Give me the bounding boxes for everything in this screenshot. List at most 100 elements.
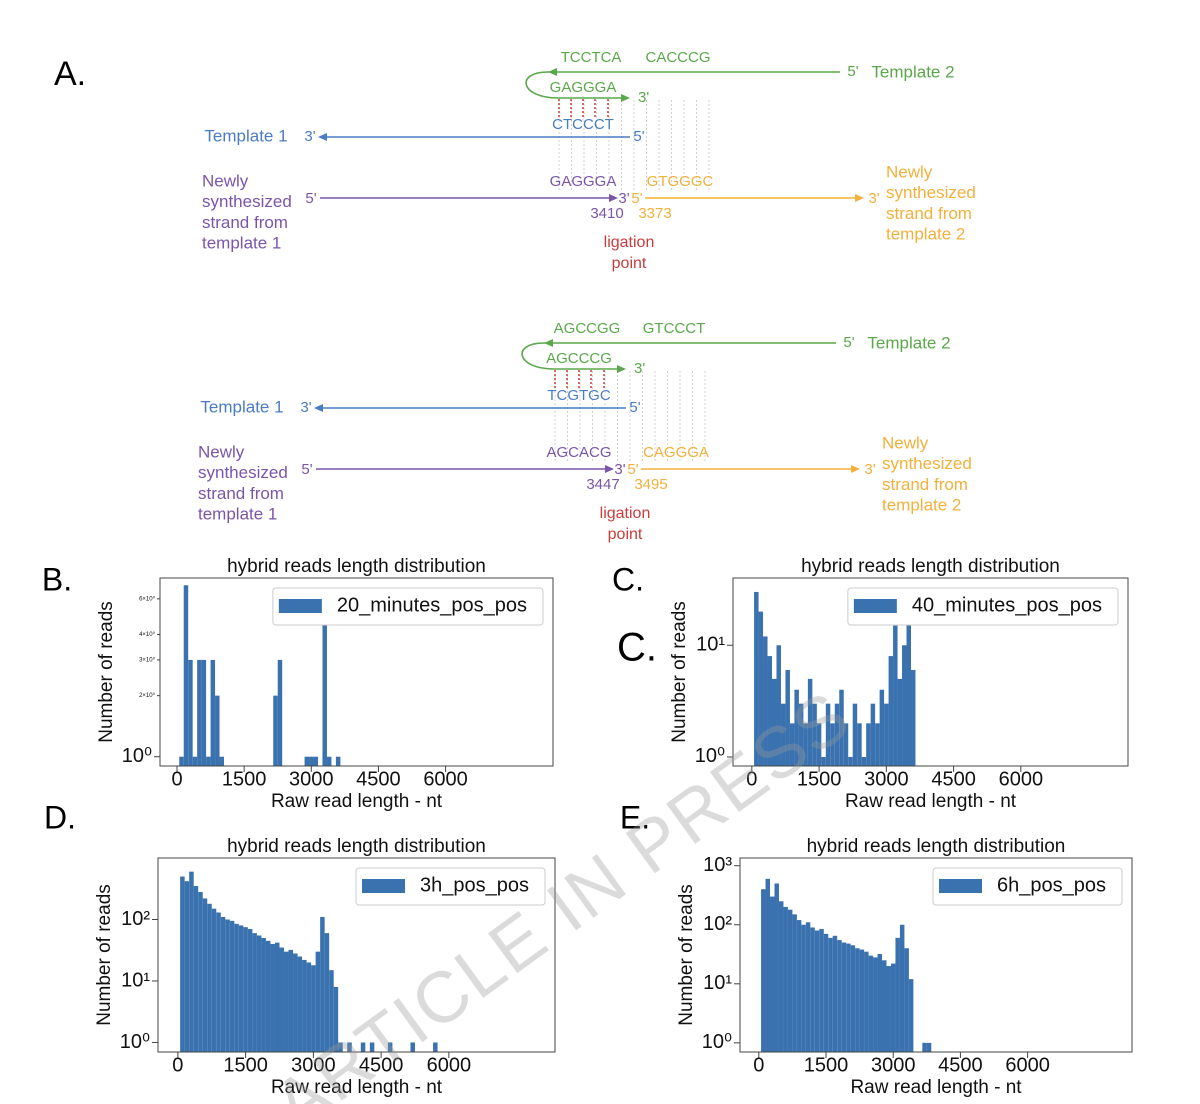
histogram-bar bbox=[859, 949, 865, 1052]
histogram-bar bbox=[866, 723, 871, 766]
histogram-bar bbox=[277, 659, 283, 766]
histogram-bar bbox=[850, 945, 856, 1052]
histogram-bar bbox=[873, 957, 878, 1052]
legend-box bbox=[272, 587, 544, 626]
strand-end: 3' bbox=[304, 128, 315, 145]
histogram-bar bbox=[207, 903, 212, 1052]
histogram-bar bbox=[329, 970, 334, 1052]
histogram-bar bbox=[812, 703, 817, 766]
x-tick-label: 6000 bbox=[427, 1054, 472, 1076]
strand-end: 5' bbox=[631, 190, 642, 207]
arrowhead bbox=[617, 365, 626, 373]
strand-label: Template 1 bbox=[200, 397, 283, 416]
panel-label: B. bbox=[42, 561, 72, 597]
histogram-bar bbox=[774, 883, 779, 1052]
y-tick-label: 4×10⁰ bbox=[139, 631, 156, 638]
histogram-bar bbox=[206, 756, 211, 766]
sequence: GTCCCT bbox=[643, 320, 706, 337]
histogram-bar bbox=[890, 963, 896, 1052]
histogram-bar bbox=[252, 933, 257, 1052]
legend-box bbox=[355, 867, 546, 906]
arrowhead bbox=[548, 68, 557, 76]
histogram-bar bbox=[315, 951, 321, 1052]
histogram-bar bbox=[810, 927, 815, 1052]
x-axis-label: Raw read length - nt bbox=[845, 791, 1017, 812]
strand-label: Newly bbox=[886, 162, 933, 181]
histogram-bar bbox=[798, 703, 804, 766]
x-tick-label: 1500 bbox=[804, 1054, 849, 1076]
histogram-bar bbox=[229, 920, 235, 1052]
histogram-bar bbox=[369, 1042, 375, 1052]
y-axis-label: Number of reads bbox=[669, 601, 690, 743]
template2-strand bbox=[521, 342, 836, 370]
histogram-bar bbox=[270, 943, 275, 1052]
histogram-bar bbox=[926, 1042, 932, 1052]
strand-end: 3' bbox=[300, 399, 311, 416]
histogram-bar bbox=[843, 723, 849, 766]
histogram-bar bbox=[201, 659, 207, 766]
histogram-bar bbox=[821, 756, 826, 766]
histogram-bar bbox=[234, 923, 239, 1052]
strand-end: 3' bbox=[634, 360, 645, 377]
chart-title: hybrid reads length distribution bbox=[807, 836, 1066, 857]
histogram-bar bbox=[306, 962, 312, 1052]
strand-label: synthesized bbox=[882, 454, 972, 473]
y-tick-label: 10¹ bbox=[703, 972, 732, 994]
histogram-bar bbox=[322, 614, 327, 766]
histogram-bar bbox=[219, 756, 225, 766]
strand-label: template 1 bbox=[198, 505, 277, 524]
y-axis-label: Number of reads bbox=[96, 601, 117, 743]
strand-label: strand from bbox=[198, 484, 284, 503]
x-tick-label: 4500 bbox=[931, 768, 976, 790]
legend: 20_minutes_pos_pos bbox=[272, 587, 544, 626]
histogram-bar bbox=[855, 948, 860, 1052]
x-tick-label: 3000 bbox=[864, 768, 909, 790]
histogram-bar bbox=[877, 953, 883, 1052]
strand-end: 3' bbox=[638, 89, 649, 106]
y-axis-label: Number of reads bbox=[94, 884, 115, 1026]
sequence: GAGGGA bbox=[550, 173, 617, 190]
sequence: GTGGGC bbox=[647, 173, 714, 190]
histogram-bar bbox=[215, 695, 220, 766]
histogram-bar bbox=[908, 979, 914, 1052]
histogram-bar bbox=[311, 965, 316, 1052]
x-tick-label: 6000 bbox=[999, 768, 1044, 790]
x-axis-label: Raw read length - nt bbox=[271, 1077, 443, 1098]
histogram-bar bbox=[899, 924, 905, 1052]
legend-box bbox=[847, 587, 1119, 626]
chart-title: hybrid reads length distribution bbox=[227, 556, 486, 577]
x-tick-label: 3000 bbox=[289, 768, 334, 790]
histogram-bar bbox=[825, 703, 831, 766]
x-tick-label: 1500 bbox=[222, 768, 267, 790]
legend: 6h_pos_pos bbox=[932, 867, 1123, 906]
histogram-bar bbox=[897, 678, 903, 766]
x-tick-label: 6000 bbox=[423, 768, 468, 790]
strand-label: strand from bbox=[882, 475, 968, 494]
histogram-bar bbox=[313, 756, 319, 766]
x-tick-label: 3000 bbox=[291, 1054, 336, 1076]
y-tick-label: 10³ bbox=[703, 854, 732, 876]
x-tick-label: 3000 bbox=[871, 1054, 916, 1076]
histogram-bar bbox=[882, 960, 887, 1052]
histogram-bar bbox=[433, 1042, 438, 1052]
histogram-bar bbox=[338, 1042, 343, 1052]
histogram-bar bbox=[347, 1042, 352, 1052]
arrowhead bbox=[851, 465, 860, 473]
y-tick-label: 10⁰ bbox=[122, 745, 152, 767]
strand-label: synthesized bbox=[198, 463, 288, 482]
histogram-bar bbox=[360, 1042, 366, 1052]
strand-label: Newly bbox=[202, 171, 249, 190]
histogram-bar bbox=[904, 948, 909, 1052]
histogram-bar bbox=[225, 919, 230, 1052]
histogram-bar bbox=[772, 678, 777, 766]
histogram-bar bbox=[834, 703, 840, 766]
x-axis-label: Raw read length - nt bbox=[271, 791, 443, 812]
x-tick-label: 6000 bbox=[1005, 1054, 1050, 1076]
histogram-bar bbox=[189, 871, 194, 1052]
histogram-bar bbox=[220, 916, 226, 1052]
histogram-bar bbox=[783, 906, 788, 1052]
histogram-bar bbox=[767, 656, 773, 766]
histogram-bar bbox=[410, 1042, 415, 1052]
histogram-bar bbox=[179, 756, 184, 766]
y-tick-label: 10¹ bbox=[696, 634, 725, 656]
